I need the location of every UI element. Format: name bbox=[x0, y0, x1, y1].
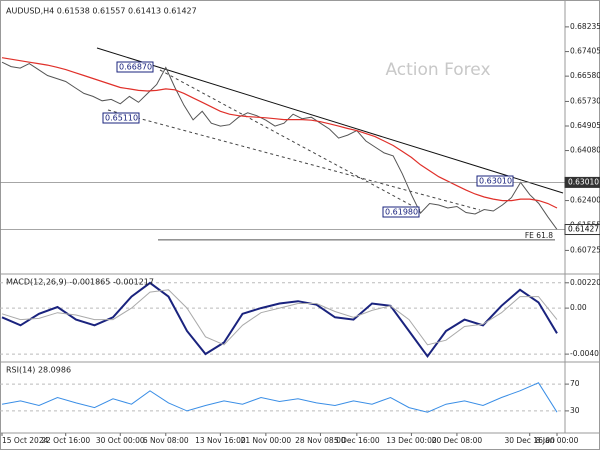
annotation-box bbox=[476, 175, 514, 187]
y-tick-label: 0.62400 bbox=[570, 196, 600, 205]
x-tick-label: 5 Dec 16:00 bbox=[334, 436, 380, 445]
x-tick-label: 20 Dec 08:00 bbox=[432, 436, 483, 445]
y-tick-label: 70 bbox=[570, 379, 580, 388]
x-tick-label: 22 Oct 16:00 bbox=[41, 436, 90, 445]
annotation: 0.66870 bbox=[119, 63, 152, 72]
level-box bbox=[564, 224, 600, 236]
watermark: Action Forex bbox=[385, 60, 490, 80]
x-tick-label: 21 Nov 00:00 bbox=[241, 436, 292, 445]
panel-title: RSI(14) 28.0986 bbox=[6, 366, 71, 375]
series-line bbox=[1, 61, 558, 230]
y-tick-label: 0.67405 bbox=[570, 47, 600, 56]
series-line bbox=[1, 382, 558, 413]
x-tick-label: 28 Nov 08:00 bbox=[295, 436, 346, 445]
series-line bbox=[1, 57, 558, 209]
x-tick-label: 6 Nov 08:00 bbox=[143, 436, 189, 445]
trend-line bbox=[96, 47, 564, 194]
trend-line-dashed bbox=[107, 109, 481, 211]
level-label: 0.61427 bbox=[568, 225, 599, 234]
series-line bbox=[1, 289, 558, 346]
annotation-box bbox=[382, 206, 420, 218]
trend-line-dashed bbox=[159, 69, 421, 211]
annotation-box bbox=[102, 112, 140, 124]
level-box bbox=[564, 176, 600, 188]
y-tick-label: 0.64905 bbox=[570, 121, 600, 130]
y-tick-label: 0.00 bbox=[570, 303, 587, 312]
y-tick-label: 0.65730 bbox=[570, 96, 600, 105]
annotation: 0.65110 bbox=[105, 114, 138, 123]
x-tick-label: 8 Jan 00:00 bbox=[536, 436, 579, 445]
annotation-box bbox=[116, 61, 154, 73]
x-tick-label: 13 Nov 16:00 bbox=[195, 436, 246, 445]
y-tick-label: -0.004012 bbox=[570, 349, 600, 358]
level-label: 0.63010 bbox=[568, 177, 599, 186]
y-tick-label: 0.66580 bbox=[570, 71, 600, 80]
y-tick-label: 0.64080 bbox=[570, 146, 600, 155]
x-tick-label: 13 Dec 00:00 bbox=[386, 436, 437, 445]
level-label: FE 61.8 bbox=[525, 231, 553, 240]
panel-title: AUDUSD,H4 0.61538 0.61557 0.61413 0.6142… bbox=[6, 7, 197, 16]
y-tick-label: 0.002208 bbox=[570, 278, 600, 287]
x-tick-label: 30 Oct 00:00 bbox=[96, 436, 145, 445]
y-tick-label: 30 bbox=[570, 406, 580, 415]
annotation: 0.63010 bbox=[479, 177, 512, 186]
x-tick-label: 30 Dec 16:00 bbox=[504, 436, 555, 445]
series-line bbox=[1, 281, 558, 358]
annotation: 0.61980 bbox=[385, 208, 418, 217]
x-tick-label: 15 Oct 2024 bbox=[2, 436, 49, 445]
panel-title: MACD(12,26,9) -0.001865 -0.001217 bbox=[6, 278, 154, 287]
y-tick-label: 0.68235 bbox=[570, 22, 600, 31]
y-tick-label: 0.60725 bbox=[570, 245, 600, 254]
